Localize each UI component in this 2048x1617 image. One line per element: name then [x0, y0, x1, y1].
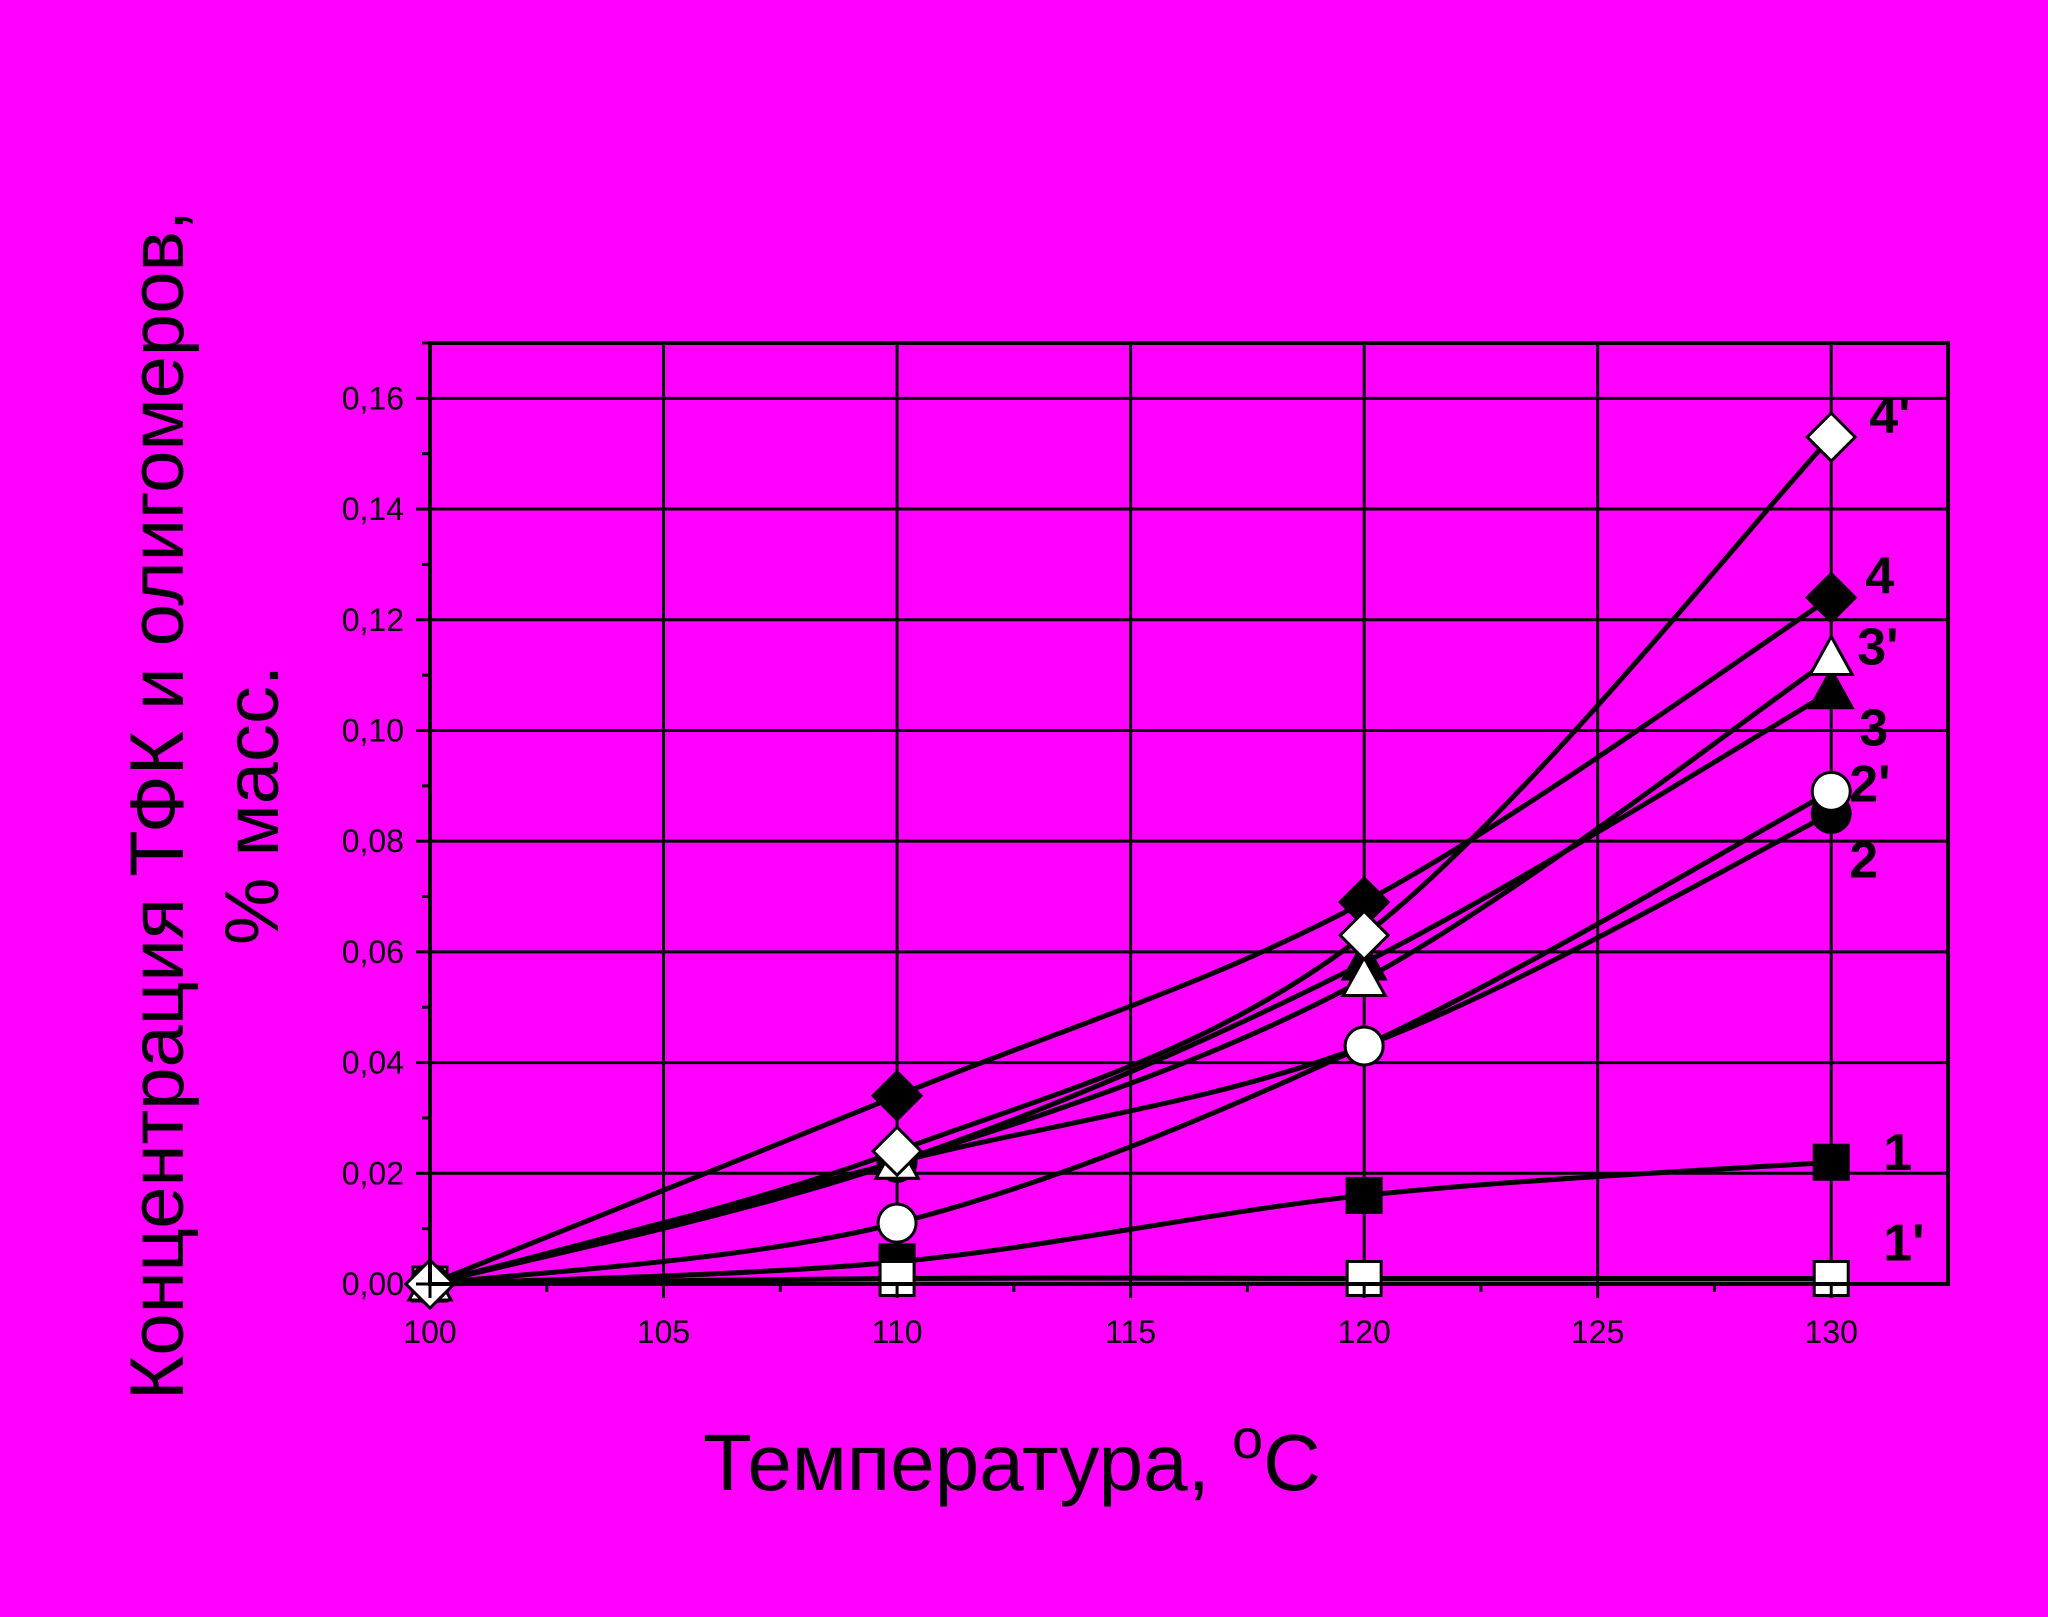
series-label-5: 3 — [1859, 700, 1888, 758]
x-tick-label: 115 — [1105, 1314, 1156, 1350]
y-axis-title: Концентрация ТФК и олигомеров, % масс. — [115, 210, 295, 1400]
series-line-7 — [429, 595, 1833, 1287]
series-line-2 — [429, 1275, 1832, 1287]
plot-frame — [428, 341, 1950, 1286]
y-axis-title-line1: Концентрация ТФК и олигомеров, — [115, 210, 200, 1400]
x-axis-title: Температура, oC — [703, 1407, 1321, 1507]
series-line-8 — [429, 435, 1834, 1287]
y-tick-label: 0,14 — [342, 491, 404, 527]
data-point-8 — [1338, 909, 1391, 962]
data-point-6 — [1807, 633, 1855, 677]
data-point-1 — [1345, 1176, 1383, 1214]
y-tick-label: 0,04 — [342, 1045, 404, 1081]
x-axis-title-unit: C — [1263, 1418, 1321, 1507]
y-tick-label: 0,06 — [342, 934, 404, 970]
series-label-7: 4 — [1865, 548, 1894, 606]
y-axis-title-line2: % масс. — [210, 665, 295, 945]
series-label-4: 2' — [1849, 755, 1890, 813]
series-label-1: 1 — [1883, 1124, 1912, 1182]
data-point-8 — [870, 1125, 924, 1178]
x-tick-label: 125 — [1571, 1314, 1624, 1350]
y-tick-label: 0,10 — [342, 712, 404, 748]
x-tick-label: 105 — [637, 1314, 690, 1350]
x-axis-title-degree: o — [1232, 1407, 1263, 1470]
y-tick-label: 0,00 — [342, 1266, 404, 1302]
data-point-4 — [1810, 770, 1852, 812]
series-curves — [429, 435, 1834, 1287]
x-axis-title-text: Температура, — [703, 1418, 1232, 1507]
series-label-6: 3' — [1857, 619, 1898, 677]
series-line-4 — [429, 789, 1833, 1287]
series-labels: 1 1' 2 2'3 3' 4 4' — [1849, 387, 1924, 1272]
data-point-5 — [1807, 666, 1855, 710]
x-tick-label: 110 — [872, 1314, 923, 1350]
grid-layer — [430, 343, 1948, 1284]
series-line-1 — [429, 1159, 1832, 1287]
x-tick-label: 130 — [1805, 1314, 1858, 1350]
y-tick-label: 0,16 — [342, 380, 404, 416]
data-point-8 — [1805, 410, 1858, 464]
axis-ticks: 100 105 110 115 120 125 130 0,00 0,02 0,04 0,06 0,0… — [342, 341, 1858, 1350]
y-tick-label: 0,02 — [342, 1155, 404, 1191]
series-label-8: 4' — [1869, 387, 1910, 445]
series-label-3: 2 — [1849, 832, 1878, 890]
data-point-7 — [1805, 571, 1858, 624]
data-point-6 — [1340, 954, 1388, 998]
data-point-4 — [1343, 1025, 1385, 1067]
data-point-1 — [1812, 1143, 1850, 1181]
data-point-4 — [876, 1202, 918, 1244]
series-label-2: 1' — [1883, 1214, 1924, 1272]
y-tick-label: 0,12 — [342, 602, 404, 638]
y-tick-label: 0,08 — [342, 823, 404, 859]
x-tick-label: 120 — [1337, 1314, 1390, 1350]
x-tick-label: 100 — [403, 1314, 456, 1350]
series-markers — [403, 410, 1858, 1311]
data-point-7 — [870, 1069, 924, 1122]
series-line-6 — [429, 656, 1833, 1287]
